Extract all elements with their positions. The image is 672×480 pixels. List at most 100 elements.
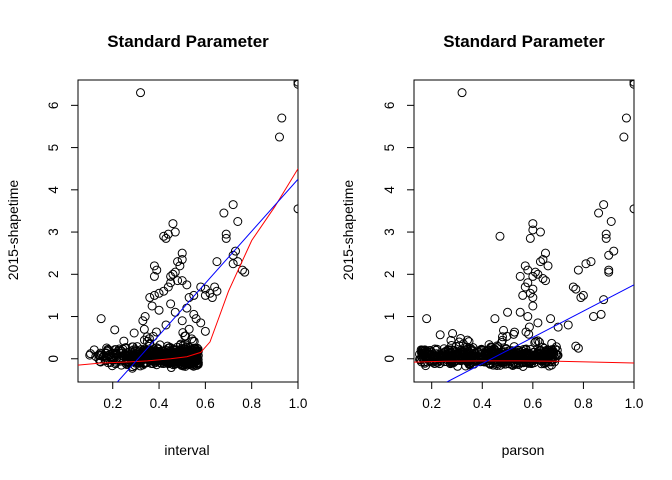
data-point — [586, 257, 596, 267]
data-point — [177, 248, 187, 258]
data-point — [184, 324, 194, 334]
chart-title: Standard Parameter — [443, 32, 605, 51]
y-axis-label: 2015-shapetime — [340, 180, 356, 281]
data-point — [175, 261, 185, 271]
data-point — [207, 293, 217, 303]
data-point — [95, 348, 105, 358]
x-tick-label: 0.4 — [473, 396, 492, 411]
data-point — [177, 255, 187, 265]
data-point — [170, 307, 180, 317]
data-point — [293, 80, 298, 87]
y-tick-label: 6 — [382, 102, 397, 110]
data-point — [456, 345, 466, 355]
data-point — [551, 350, 561, 360]
x-axis-label: interval — [164, 442, 209, 458]
data-point — [155, 347, 165, 357]
data-point — [466, 350, 476, 360]
data-point — [503, 307, 513, 317]
data-point — [589, 312, 599, 322]
data-point — [546, 314, 556, 324]
data-point — [184, 293, 194, 303]
data-point — [149, 261, 159, 271]
data-point — [506, 351, 516, 361]
data-point — [210, 282, 220, 292]
x-axis-label: parson — [502, 442, 545, 458]
smooth-fit-line — [414, 360, 634, 364]
y-tick-label: 4 — [46, 186, 61, 194]
data-point — [161, 233, 171, 243]
data-point — [115, 356, 125, 366]
data-point — [509, 329, 519, 339]
data-point — [175, 354, 185, 364]
data-point — [240, 267, 250, 277]
data-point — [553, 322, 563, 332]
data-point — [166, 299, 176, 309]
y-tick-label: 5 — [46, 144, 61, 152]
data-point — [159, 231, 169, 241]
data-point — [581, 259, 591, 269]
scatter-points — [415, 80, 634, 371]
data-point — [604, 250, 614, 260]
data-point — [517, 353, 527, 363]
data-point — [293, 80, 298, 89]
data-point — [573, 265, 583, 275]
y-tick-label: 1 — [46, 313, 61, 321]
y-tick-label: 0 — [46, 355, 61, 363]
data-point — [119, 336, 129, 346]
x-tick-label: 0.2 — [422, 396, 441, 411]
data-point — [140, 312, 150, 322]
data-point — [138, 348, 148, 358]
data-point — [152, 265, 162, 275]
data-point — [532, 350, 542, 360]
data-point — [163, 229, 173, 239]
data-point — [149, 290, 159, 300]
data-point — [196, 318, 206, 328]
y-axis-label: 2015-shapetime — [5, 180, 21, 281]
data-point — [165, 342, 175, 352]
data-point — [96, 314, 106, 324]
data-point — [538, 274, 548, 284]
data-point — [154, 305, 164, 315]
data-point — [159, 286, 169, 296]
smooth-fit-line — [78, 168, 298, 366]
x-tick-label: 0.6 — [196, 396, 215, 411]
data-point — [601, 233, 611, 243]
chart-panel-parson: Standard Parameter parson 2015-shapetime… — [340, 32, 643, 458]
data-point — [599, 200, 609, 210]
data-point — [96, 357, 106, 367]
data-point — [110, 325, 120, 335]
data-point — [221, 229, 231, 239]
data-point — [187, 334, 197, 344]
data-point — [166, 271, 176, 281]
x-tick-label: 1.0 — [625, 396, 644, 411]
data-point — [166, 278, 176, 288]
data-point — [221, 233, 231, 243]
data-point — [171, 345, 181, 355]
data-point — [568, 282, 578, 292]
data-point — [601, 229, 611, 239]
data-point — [188, 336, 198, 346]
data-point — [212, 286, 222, 296]
data-point — [459, 354, 469, 364]
data-point — [177, 276, 187, 286]
data-point — [521, 327, 531, 337]
data-point — [523, 312, 533, 322]
data-point — [173, 257, 183, 267]
y-tick-label: 3 — [46, 228, 61, 236]
data-point — [415, 355, 425, 365]
data-point — [495, 231, 505, 241]
data-point — [417, 349, 427, 359]
data-point — [629, 80, 634, 89]
data-point — [123, 351, 133, 361]
data-point — [147, 351, 157, 361]
data-point — [629, 204, 634, 214]
data-point — [524, 358, 534, 368]
data-point — [427, 347, 437, 357]
data-point — [629, 80, 634, 87]
data-point — [524, 329, 534, 339]
data-point — [540, 248, 550, 258]
y-tick-label: 4 — [382, 186, 397, 194]
data-point — [449, 358, 459, 368]
data-point — [444, 349, 454, 359]
